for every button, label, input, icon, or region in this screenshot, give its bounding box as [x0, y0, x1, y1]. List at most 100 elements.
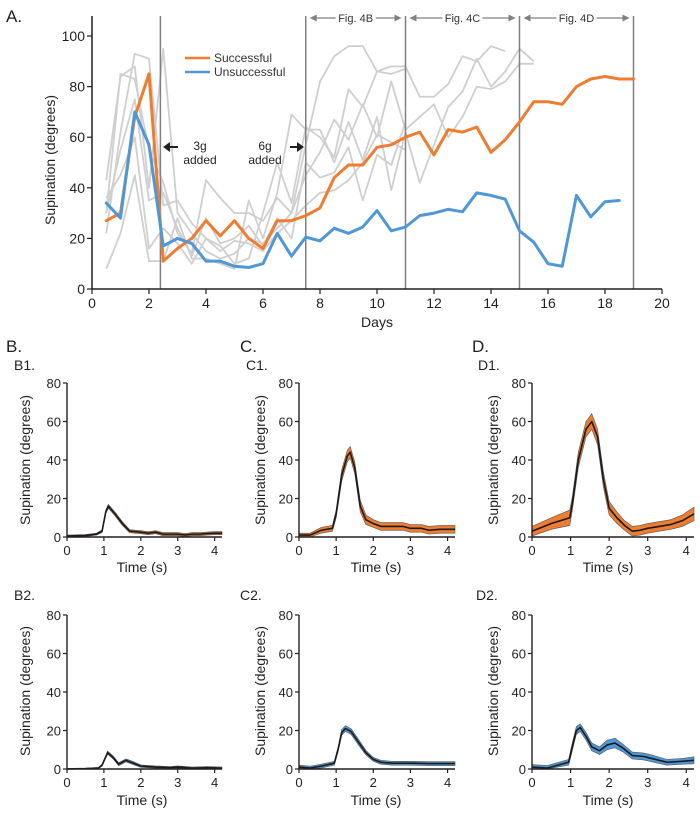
arrow-right-icon: [394, 14, 402, 22]
panel-d1-x-tick-label: 4: [683, 543, 690, 558]
panel-c1-label: C1.: [246, 357, 268, 373]
panel-a: A. Supination (degrees) Days 0 2 4 6 8 10 12 14…: [6, 7, 670, 330]
panel-d2-x-tick-label: 2: [606, 775, 613, 790]
panel-d1-y-tick-label: 60: [512, 415, 526, 430]
panel-d1-sem-band: [531, 413, 695, 537]
panel-c1-y-tick-label: 60: [279, 415, 293, 430]
panel-b1-y-tick-label: 60: [47, 415, 61, 430]
individual-series-line-3: [105, 62, 534, 255]
individual-series-line-4: [105, 47, 535, 270]
range-label-fig-4d: Fig. 4D: [559, 13, 595, 25]
panel-b1-ylabel: Supination (degrees): [17, 395, 33, 525]
annotation-6g-line1: 6g: [258, 139, 271, 153]
panel-c2-mean-line: [298, 727, 455, 769]
panel-c-group: C.: [240, 337, 257, 356]
panel-c2-y-tick-label: 60: [279, 647, 293, 662]
panel-d2-sem-band: [531, 723, 695, 770]
range-labels: Fig. 4B Fig. 4C Fig. 4D: [338, 13, 594, 25]
y-tick-label: 0: [77, 281, 85, 297]
panel-b1-y-tick-label: 0: [54, 530, 61, 545]
x-tick-label: 0: [88, 295, 96, 311]
panel-c2-ylabel: Supination (degrees): [252, 626, 268, 756]
panel-a-label: A.: [6, 7, 22, 26]
panel-c1-y-tick-label: 40: [279, 453, 293, 468]
panel-c1-y-tick-label: 0: [286, 530, 293, 545]
panel-c2-x-tick-label: 2: [370, 775, 377, 790]
panel-d2-y-tick-label: 80: [512, 608, 526, 623]
panel-b2-xlabel: Time (s): [117, 792, 168, 808]
panel-c2-label: C2.: [240, 587, 262, 603]
panel-d1-y-tick-label: 80: [512, 376, 526, 391]
panel-c2: C2. Supination (degrees) Time (s) 0 1 2 3 40…: [240, 587, 456, 808]
panel-d1-y-tick-label: 40: [512, 453, 526, 468]
annotation-3g: 3g added: [163, 139, 217, 167]
panel-b2: B2. Supination (degrees) Time (s) 0 1 2 3 40…: [14, 587, 223, 808]
panel-c2-x-tick-label: 0: [295, 775, 302, 790]
panel-c2-y-tick-label: 20: [279, 724, 293, 739]
panel-c1-x-tick-label: 1: [333, 543, 340, 558]
panel-d1-xlabel: Time (s): [583, 559, 634, 575]
panel-b2-x-tick-label: 4: [211, 775, 218, 790]
panel-d2-x-tick-label: 0: [528, 775, 535, 790]
panel-c1-x-tick-label: 3: [407, 543, 414, 558]
panel-c1-mean-line: [299, 451, 455, 536]
panel-c1-y-tick-label: 80: [279, 376, 293, 391]
panel-d1-x-tick-label: 1: [567, 543, 574, 558]
panel-d2-x-tick-label: 3: [644, 775, 651, 790]
arrow-right-icon: [622, 14, 630, 22]
panel-c1-ylabel: Supination (degrees): [252, 395, 268, 525]
panel-c1-y-tick-label: 20: [279, 492, 293, 507]
panel-a-xlabel: Days: [361, 314, 393, 330]
x-tick-label: 12: [426, 295, 442, 311]
legend-unsuccessful-label: Unsuccessful: [214, 65, 285, 79]
x-tick-label: 8: [316, 295, 324, 311]
panel-d2-x-tick-label: 4: [683, 775, 690, 790]
panel-b2-y-tick-label: 20: [47, 724, 61, 739]
panel-d2-label: D2.: [476, 587, 498, 603]
annotation-3g-line2: added: [183, 153, 216, 167]
x-tick-label: 14: [483, 295, 499, 311]
panel-c1: C1. Supination (degrees) Time (s) 0 1 2 3 40…: [246, 357, 456, 575]
x-tick-label: 20: [654, 295, 670, 311]
panel-d2-x-tick-label: 1: [567, 775, 574, 790]
panel-c2-sem-band: [298, 725, 456, 770]
panel-b2-mean-line: [66, 751, 223, 770]
panel-b1-y-tick-label: 80: [47, 376, 61, 391]
arrow-right-icon: [297, 142, 304, 152]
panel-c1-x-tick-label: 2: [370, 543, 377, 558]
panel-b1-y-tick-label: 20: [47, 492, 61, 507]
panel-b2-x-tick-label: 0: [63, 775, 70, 790]
panel-d2-xlabel: Time (s): [583, 792, 634, 808]
panel-d-label: D.: [472, 337, 489, 356]
panel-b1-x-tick-label: 3: [174, 543, 181, 558]
individual-series-line-5: [105, 98, 407, 258]
y-tick-label: 80: [69, 79, 85, 95]
x-tick-label: 18: [597, 295, 613, 311]
panel-d1-y-tick-label: 0: [519, 530, 526, 545]
panel-c1-sem-band: [298, 445, 456, 538]
panel-d1-label: D1.: [478, 357, 500, 373]
panel-b1-label: B1.: [14, 357, 35, 373]
panel-c-label: C.: [240, 337, 257, 356]
unsuccessful-series-line: [104, 110, 621, 269]
panel-b2-y-tick-label: 0: [54, 762, 61, 777]
panel-d2: D2. Supination (degrees) Time (s) 0 1 2 3 40…: [476, 587, 695, 808]
panel-d1-x-tick-label: 3: [644, 543, 651, 558]
y-tick-label: 100: [62, 28, 86, 44]
panel-b-label: B.: [6, 337, 22, 356]
annotation-3g-line1: 3g: [193, 139, 206, 153]
panel-b2-y-tick-label: 40: [47, 685, 61, 700]
y-tick-label: 20: [69, 230, 85, 246]
panel-b-group: B.: [6, 337, 22, 356]
panel-d1-mean-line: [531, 420, 695, 533]
panel-b2-x-tick-label: 1: [100, 775, 107, 790]
panel-d2-mean-line: [531, 726, 695, 769]
panel-c1-xlabel: Time (s): [351, 559, 402, 575]
panel-b1-xlabel: Time (s): [117, 559, 168, 575]
arrow-left-icon: [163, 142, 170, 152]
panel-d2-ylabel: Supination (degrees): [485, 626, 501, 756]
panel-d1-x-tick-label: 0: [528, 543, 535, 558]
annotation-6g: 6g added: [248, 139, 304, 167]
annotation-6g-line2: added: [248, 153, 281, 167]
y-tick-label: 40: [69, 180, 85, 196]
